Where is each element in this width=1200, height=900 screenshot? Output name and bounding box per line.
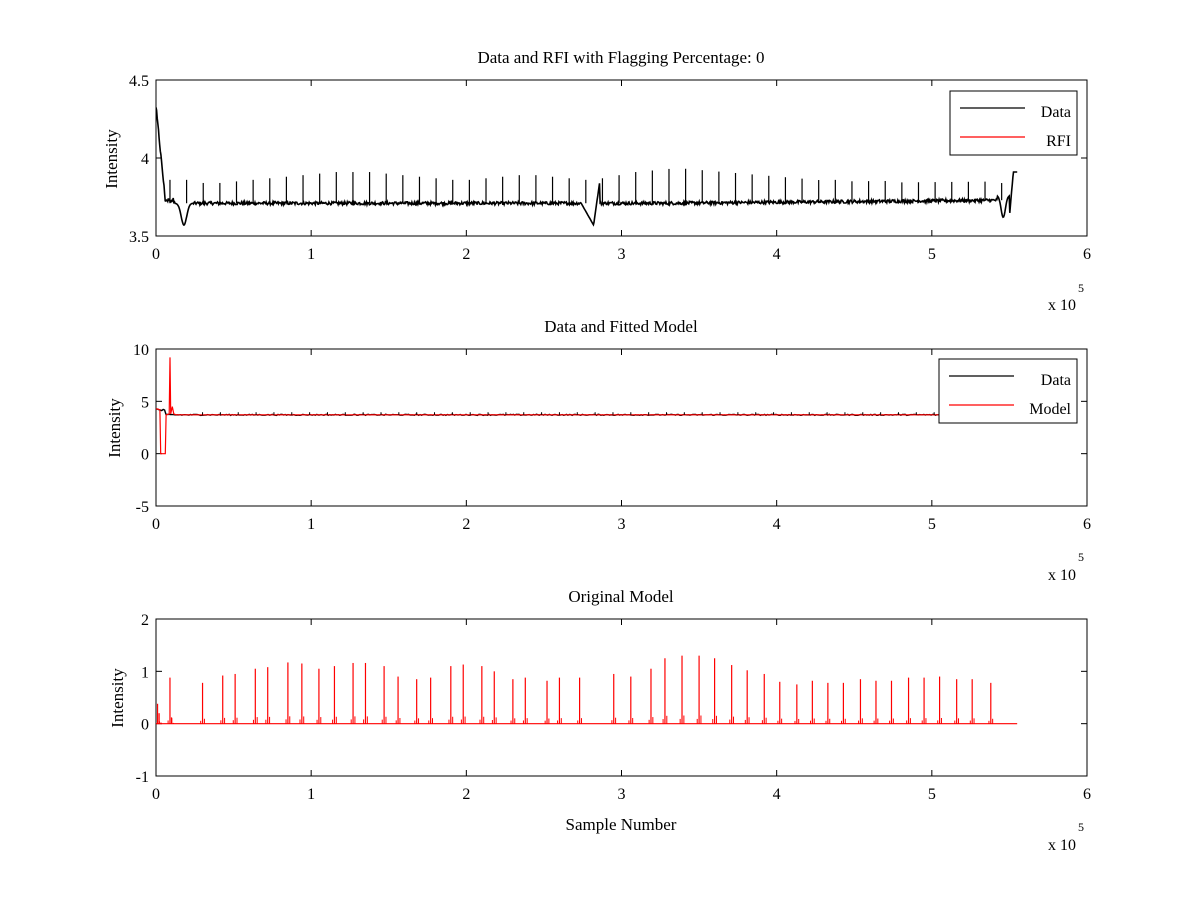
x-tick-label: 2 (462, 786, 470, 803)
x-tick-label: 0 (152, 786, 160, 803)
plot-area (156, 655, 1018, 725)
x-tick-label: 1 (307, 516, 315, 533)
x-tick-label: 0 (152, 516, 160, 533)
y-tick-label: 4.5 (129, 73, 149, 90)
y-tick-label: 10 (133, 342, 149, 359)
legend: Data RFI (949, 90, 1078, 156)
panel-2-x-multiplier-exponent: 5 (1078, 550, 1084, 564)
series-model-line (156, 357, 1018, 455)
x-tick-label: 3 (618, 516, 626, 533)
panel-2-title: Data and Fitted Model (544, 317, 698, 336)
legend-box (949, 90, 1078, 156)
legend-label: Model (1029, 401, 1071, 418)
panel-3-ylabel: Intensity (108, 668, 127, 728)
y-tick-label: 2 (141, 612, 149, 629)
x-tick-label: 5 (928, 246, 936, 263)
panel-1-ylabel: Intensity (102, 129, 121, 189)
panel-data-rfi: Data and RFI with Flagging Percentage: 0… (102, 48, 1091, 314)
panel-1-x-multiplier-exponent: 5 (1078, 281, 1084, 295)
y-tick-label: 1 (141, 664, 149, 681)
y-tick-label: 0 (141, 447, 149, 464)
x-tick-label: 6 (1083, 516, 1091, 533)
y-tick-label: 5 (141, 394, 149, 411)
x-tick-label: 5 (928, 786, 936, 803)
x-tick-label: 4 (773, 246, 781, 263)
panel-original-model: Original Model Intensity Sample Number x… (108, 587, 1091, 854)
panel-2-ylabel: Intensity (105, 398, 124, 458)
panel-1-x-multiplier: x 10 (1048, 297, 1076, 314)
x-tick-label: 5 (928, 516, 936, 533)
y-tick-label: 4 (141, 151, 149, 168)
x-tick-label: 3 (618, 246, 626, 263)
panel-1-title: Data and RFI with Flagging Percentage: 0 (477, 48, 764, 67)
legend-box (938, 358, 1078, 424)
panel-2-x-multiplier: x 10 (1048, 567, 1076, 584)
x-tick-label: 2 (462, 246, 470, 263)
legend-label: Data (1041, 372, 1071, 389)
legend-label: Data (1041, 104, 1071, 121)
y-tick-label: 0 (141, 717, 149, 734)
x-tick-label: 1 (307, 786, 315, 803)
x-tick-label: 0 (152, 246, 160, 263)
x-tick-label: 1 (307, 246, 315, 263)
y-tick-label: -5 (136, 499, 149, 516)
panel-3-x-multiplier: x 10 (1048, 837, 1076, 854)
x-tick-label: 6 (1083, 786, 1091, 803)
panel-3-title: Original Model (568, 587, 674, 606)
x-tick-label: 2 (462, 516, 470, 533)
legend: Data Model (938, 358, 1078, 424)
x-tick-label: 4 (773, 516, 781, 533)
x-tick-label: 4 (773, 786, 781, 803)
series-data-line (156, 107, 1018, 227)
y-tick-label: -1 (136, 769, 149, 786)
legend-label: RFI (1046, 133, 1071, 150)
panel-fitted-model: Data and Fitted Model Intensity x 10 5 0… (105, 317, 1091, 584)
x-tick-label: 3 (618, 786, 626, 803)
y-tick-label: 3.5 (129, 229, 149, 246)
plot-area (156, 107, 1018, 227)
panel-3-xlabel: Sample Number (566, 815, 677, 834)
x-tick-label: 6 (1083, 246, 1091, 263)
panel-3-x-multiplier-exponent: 5 (1078, 820, 1084, 834)
